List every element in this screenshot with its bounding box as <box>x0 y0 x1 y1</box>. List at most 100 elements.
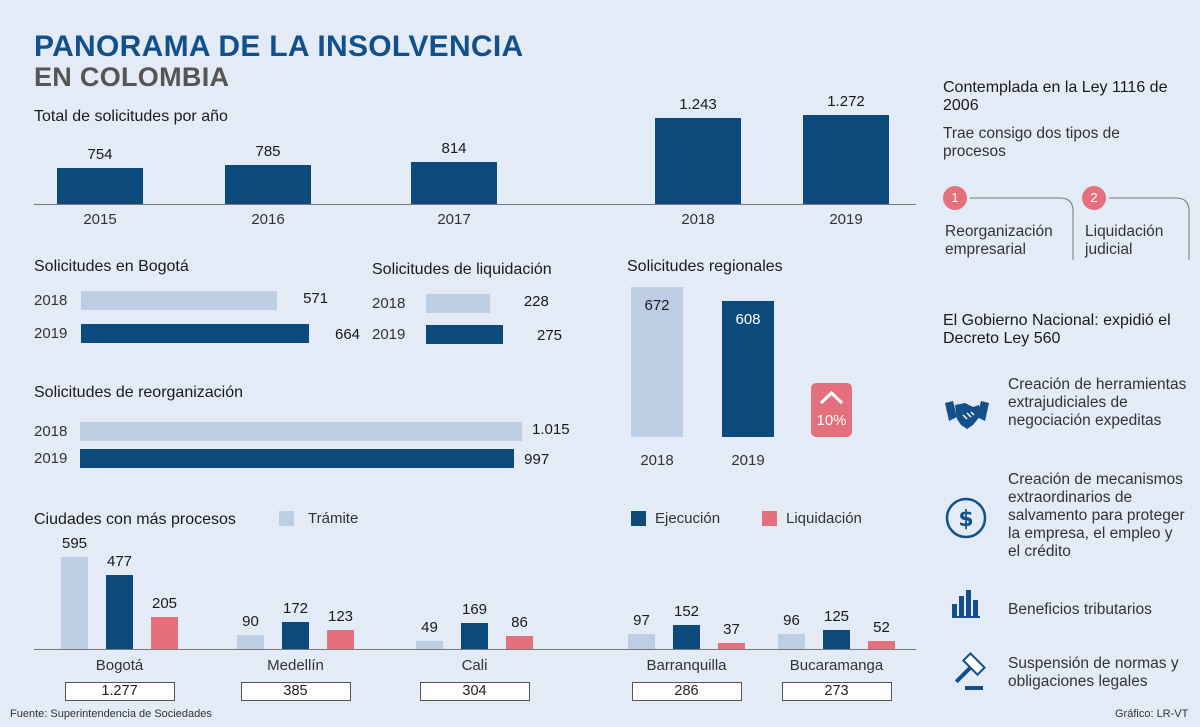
ciudades-total-box-barranquilla: 286 <box>631 682 742 701</box>
ciudades-value-label-barranquilla-liquidacion: 37 <box>723 621 740 639</box>
bogota-bar-2019 <box>81 324 309 343</box>
total-year-label-2019: 2019 <box>829 211 863 228</box>
regionales-bar-2019 <box>722 301 774 437</box>
regionales-year-label-2018: 2018 <box>640 452 674 469</box>
liquidacion-year-label-2018: 2018 <box>372 295 406 312</box>
credit-note: Gráfico: LR-VT <box>1115 708 1189 720</box>
ciudades-value-label-bucaramanga-ejecucion: 125 <box>823 607 850 625</box>
ciudades-bar-cali-tramite <box>416 641 443 649</box>
total-year-label-2017: 2017 <box>437 211 471 228</box>
liquidacion-value-label-2019: 275 <box>537 327 563 344</box>
ciudades-chart-title: Ciudades con más procesos <box>34 511 236 528</box>
bogota-value-label-2019: 664 <box>335 326 361 343</box>
ciudades-bar-medell-n-liquidacion <box>327 629 354 649</box>
total-bar-2015 <box>57 168 143 204</box>
ciudades-value-label-bogot--ejecucion: 477 <box>106 553 133 571</box>
ciudades-value-label-barranquilla-ejecucion: 152 <box>673 603 700 621</box>
ciudades-chart-axis <box>34 649 916 650</box>
ciudades-bar-bogot--ejecucion <box>106 575 133 649</box>
legend-label-liquidacion: Liquidación <box>786 510 862 527</box>
total-chart-axis <box>34 204 916 205</box>
ciudades-city-label-medell-n: Medellín <box>267 657 324 674</box>
total-year-label-2016: 2016 <box>251 211 285 228</box>
process-1-number: 1 <box>943 186 967 210</box>
medida-2-text: Creación de mecanismos extraordinarios d… <box>1008 471 1185 560</box>
ciudades-value-label-medell-n-ejecucion: 172 <box>282 600 309 618</box>
legend-swatch-ejecucion <box>631 511 646 526</box>
ciudades-bar-barranquilla-tramite <box>628 634 655 649</box>
ciudades-value-label-medell-n-tramite: 90 <box>242 613 259 631</box>
ciudades-total-box-medell-n: 385 <box>240 682 351 701</box>
reorganizacion-bar-2019 <box>80 449 515 468</box>
ciudades-bar-bogot--liquidacion <box>151 617 178 649</box>
reorganizacion-chart-title: Solicitudes de reorganización <box>34 384 244 401</box>
ley-subtitle: Trae consigo dos tipos de procesos <box>943 125 1120 160</box>
liquidacion-year-label-2019: 2019 <box>372 326 406 343</box>
chevron-up-icon <box>819 390 844 405</box>
total-bar-2017 <box>411 162 497 204</box>
ciudades-bar-bucaramanga-tramite <box>778 634 805 649</box>
handshake-icon <box>945 401 989 429</box>
regionales-chart-title: Solicitudes regionales <box>627 258 783 275</box>
total-chart-title: Total de solicitudes por año <box>34 108 228 125</box>
reorganizacion-year-label-2019: 2019 <box>34 450 68 467</box>
medida-4-text: Suspensión de normas y obligaciones lega… <box>1008 655 1179 690</box>
ciudades-total-box-cali: 304 <box>419 682 530 701</box>
liquidacion-bar-2018 <box>426 294 490 313</box>
liquidacion-value-label-2018: 228 <box>523 293 549 310</box>
decrease-badge: 10% <box>811 383 852 437</box>
total-value-label-2016: 785 <box>255 143 281 161</box>
process-2-label: Liquidación judicial <box>1085 223 1164 258</box>
bogota-chart-title: Solicitudes en Bogotá <box>34 258 189 275</box>
ciudades-bar-barranquilla-ejecucion <box>673 625 700 649</box>
process-1-label: Reorganización empresarial <box>945 223 1053 258</box>
reorganizacion-bar-2018 <box>80 422 522 441</box>
ciudades-bar-bucaramanga-ejecucion <box>823 629 850 649</box>
ciudades-value-label-cali-tramite: 49 <box>421 619 438 637</box>
total-bar-2016 <box>225 165 311 204</box>
regionales-year-label-2019: 2019 <box>731 452 765 469</box>
dollar-icon: $ <box>945 497 987 539</box>
decrease-badge-label: 10% <box>816 412 847 429</box>
total-bar-2019 <box>803 114 889 204</box>
decreto-title: El Gobierno Nacional: expidió el Decreto… <box>943 312 1171 347</box>
svg-text:$: $ <box>958 507 973 532</box>
reorganizacion-value-label-2018: 1.015 <box>532 421 570 438</box>
legend-label-ejecucion: Ejecución <box>655 510 721 527</box>
ciudades-bar-bogot--tramite <box>61 557 88 649</box>
liquidacion-chart-title: Solicitudes de liquidación <box>372 261 552 278</box>
total-value-label-2015: 754 <box>87 146 113 164</box>
ciudades-city-label-barranquilla: Barranquilla <box>646 657 727 674</box>
medida-1-text: Creación de herramientas extrajudiciales… <box>1008 376 1187 429</box>
ley-title: Contemplada en la Ley 1116 de 2006 <box>943 79 1168 114</box>
process-2-number: 2 <box>1082 186 1106 210</box>
ciudades-city-label-bucaramanga: Bucaramanga <box>789 657 884 674</box>
source-note: Fuente: Superintendencia de Sociedades <box>10 708 212 720</box>
bar-chart-icon <box>952 590 980 618</box>
ciudades-city-label-cali: Cali <box>461 657 488 674</box>
page-subtitle: EN COLOMBIA <box>34 62 230 92</box>
ciudades-bar-bucaramanga-liquidacion <box>868 640 895 649</box>
reorganizacion-year-label-2018: 2018 <box>34 423 68 440</box>
legend-swatch-liquidacion <box>762 511 777 526</box>
bogota-year-label-2018: 2018 <box>34 292 68 309</box>
ciudades-value-label-bogot--liquidacion: 205 <box>151 595 178 613</box>
bogota-value-label-2018: 571 <box>303 290 329 307</box>
ciudades-value-label-barranquilla-tramite: 97 <box>633 612 650 629</box>
process-2-bracket <box>1109 197 1190 260</box>
total-bar-2018 <box>655 117 741 204</box>
total-value-label-2017: 814 <box>441 140 467 158</box>
ciudades-bar-cali-liquidacion <box>506 635 533 649</box>
regionales-value-label-2018: 672 <box>644 297 670 314</box>
reorganizacion-value-label-2019: 997 <box>524 451 550 468</box>
ciudades-bar-medell-n-tramite <box>237 635 264 649</box>
ciudades-value-label-bucaramanga-tramite: 96 <box>783 612 800 630</box>
ciudades-bar-barranquilla-liquidacion <box>718 643 745 649</box>
ciudades-total-box-bucaramanga: 273 <box>781 682 892 701</box>
ciudades-value-label-medell-n-liquidacion: 123 <box>327 607 354 625</box>
total-year-label-2015: 2015 <box>83 211 117 228</box>
ciudades-value-label-bogot--tramite: 595 <box>61 535 88 552</box>
ciudades-bar-medell-n-ejecucion <box>282 622 309 649</box>
liquidacion-bar-2019 <box>426 325 503 344</box>
ciudades-bar-cali-ejecucion <box>461 622 488 649</box>
